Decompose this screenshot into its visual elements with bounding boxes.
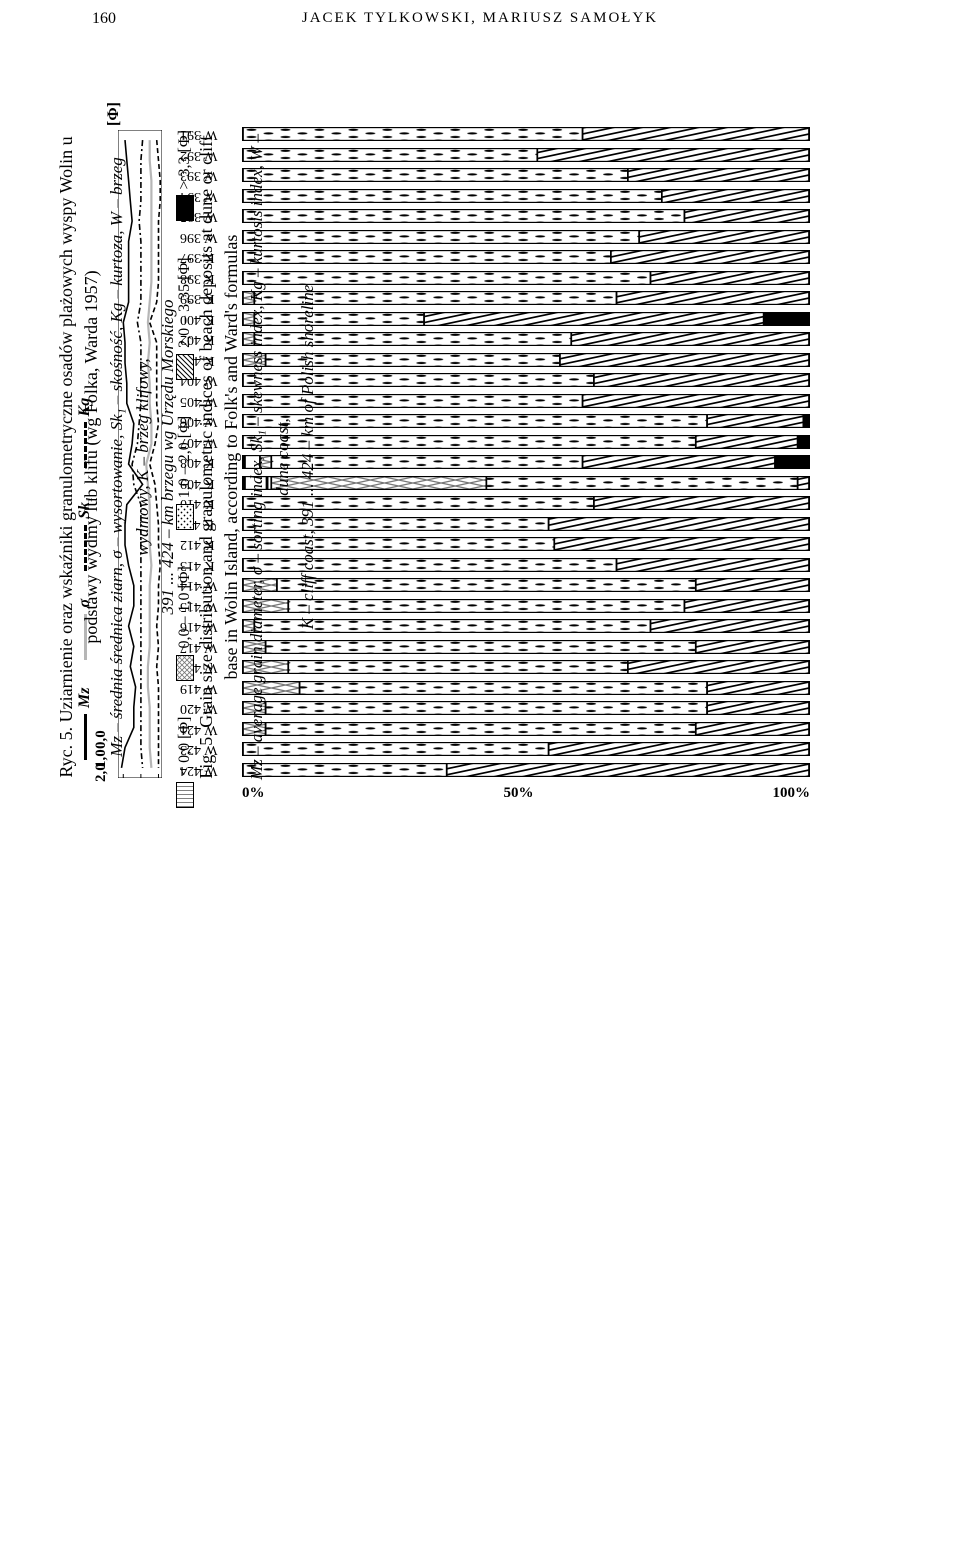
caption-en-sub2: K – cliff coast, 391 ... 424 – km of Pol… — [298, 285, 317, 630]
caption-en-title: Fig. 5. Grain size distribution and gran… — [194, 122, 244, 792]
axis-100: 100% — [773, 785, 811, 802]
figure-captions: Ryc. 5. Uziarnienie oraz wskaźniki granu… — [54, 122, 724, 792]
caption-en-sub1: Mz – average grain diameter, σ – sorting… — [247, 134, 291, 780]
header-authors: JACEK TYLKOWSKI, MARIUSZ SAMOŁYK — [0, 10, 960, 27]
caption-pl-title: Ryc. 5. Uziarnienie oraz wskaźniki granu… — [54, 122, 104, 792]
caption-pl-sub1: Mz – średnia średnica ziarn, σ – wysorto… — [107, 157, 151, 757]
caption-pl-sub2: 391 ... 424 – km brzegu wg Urzędu Morski… — [158, 300, 177, 615]
